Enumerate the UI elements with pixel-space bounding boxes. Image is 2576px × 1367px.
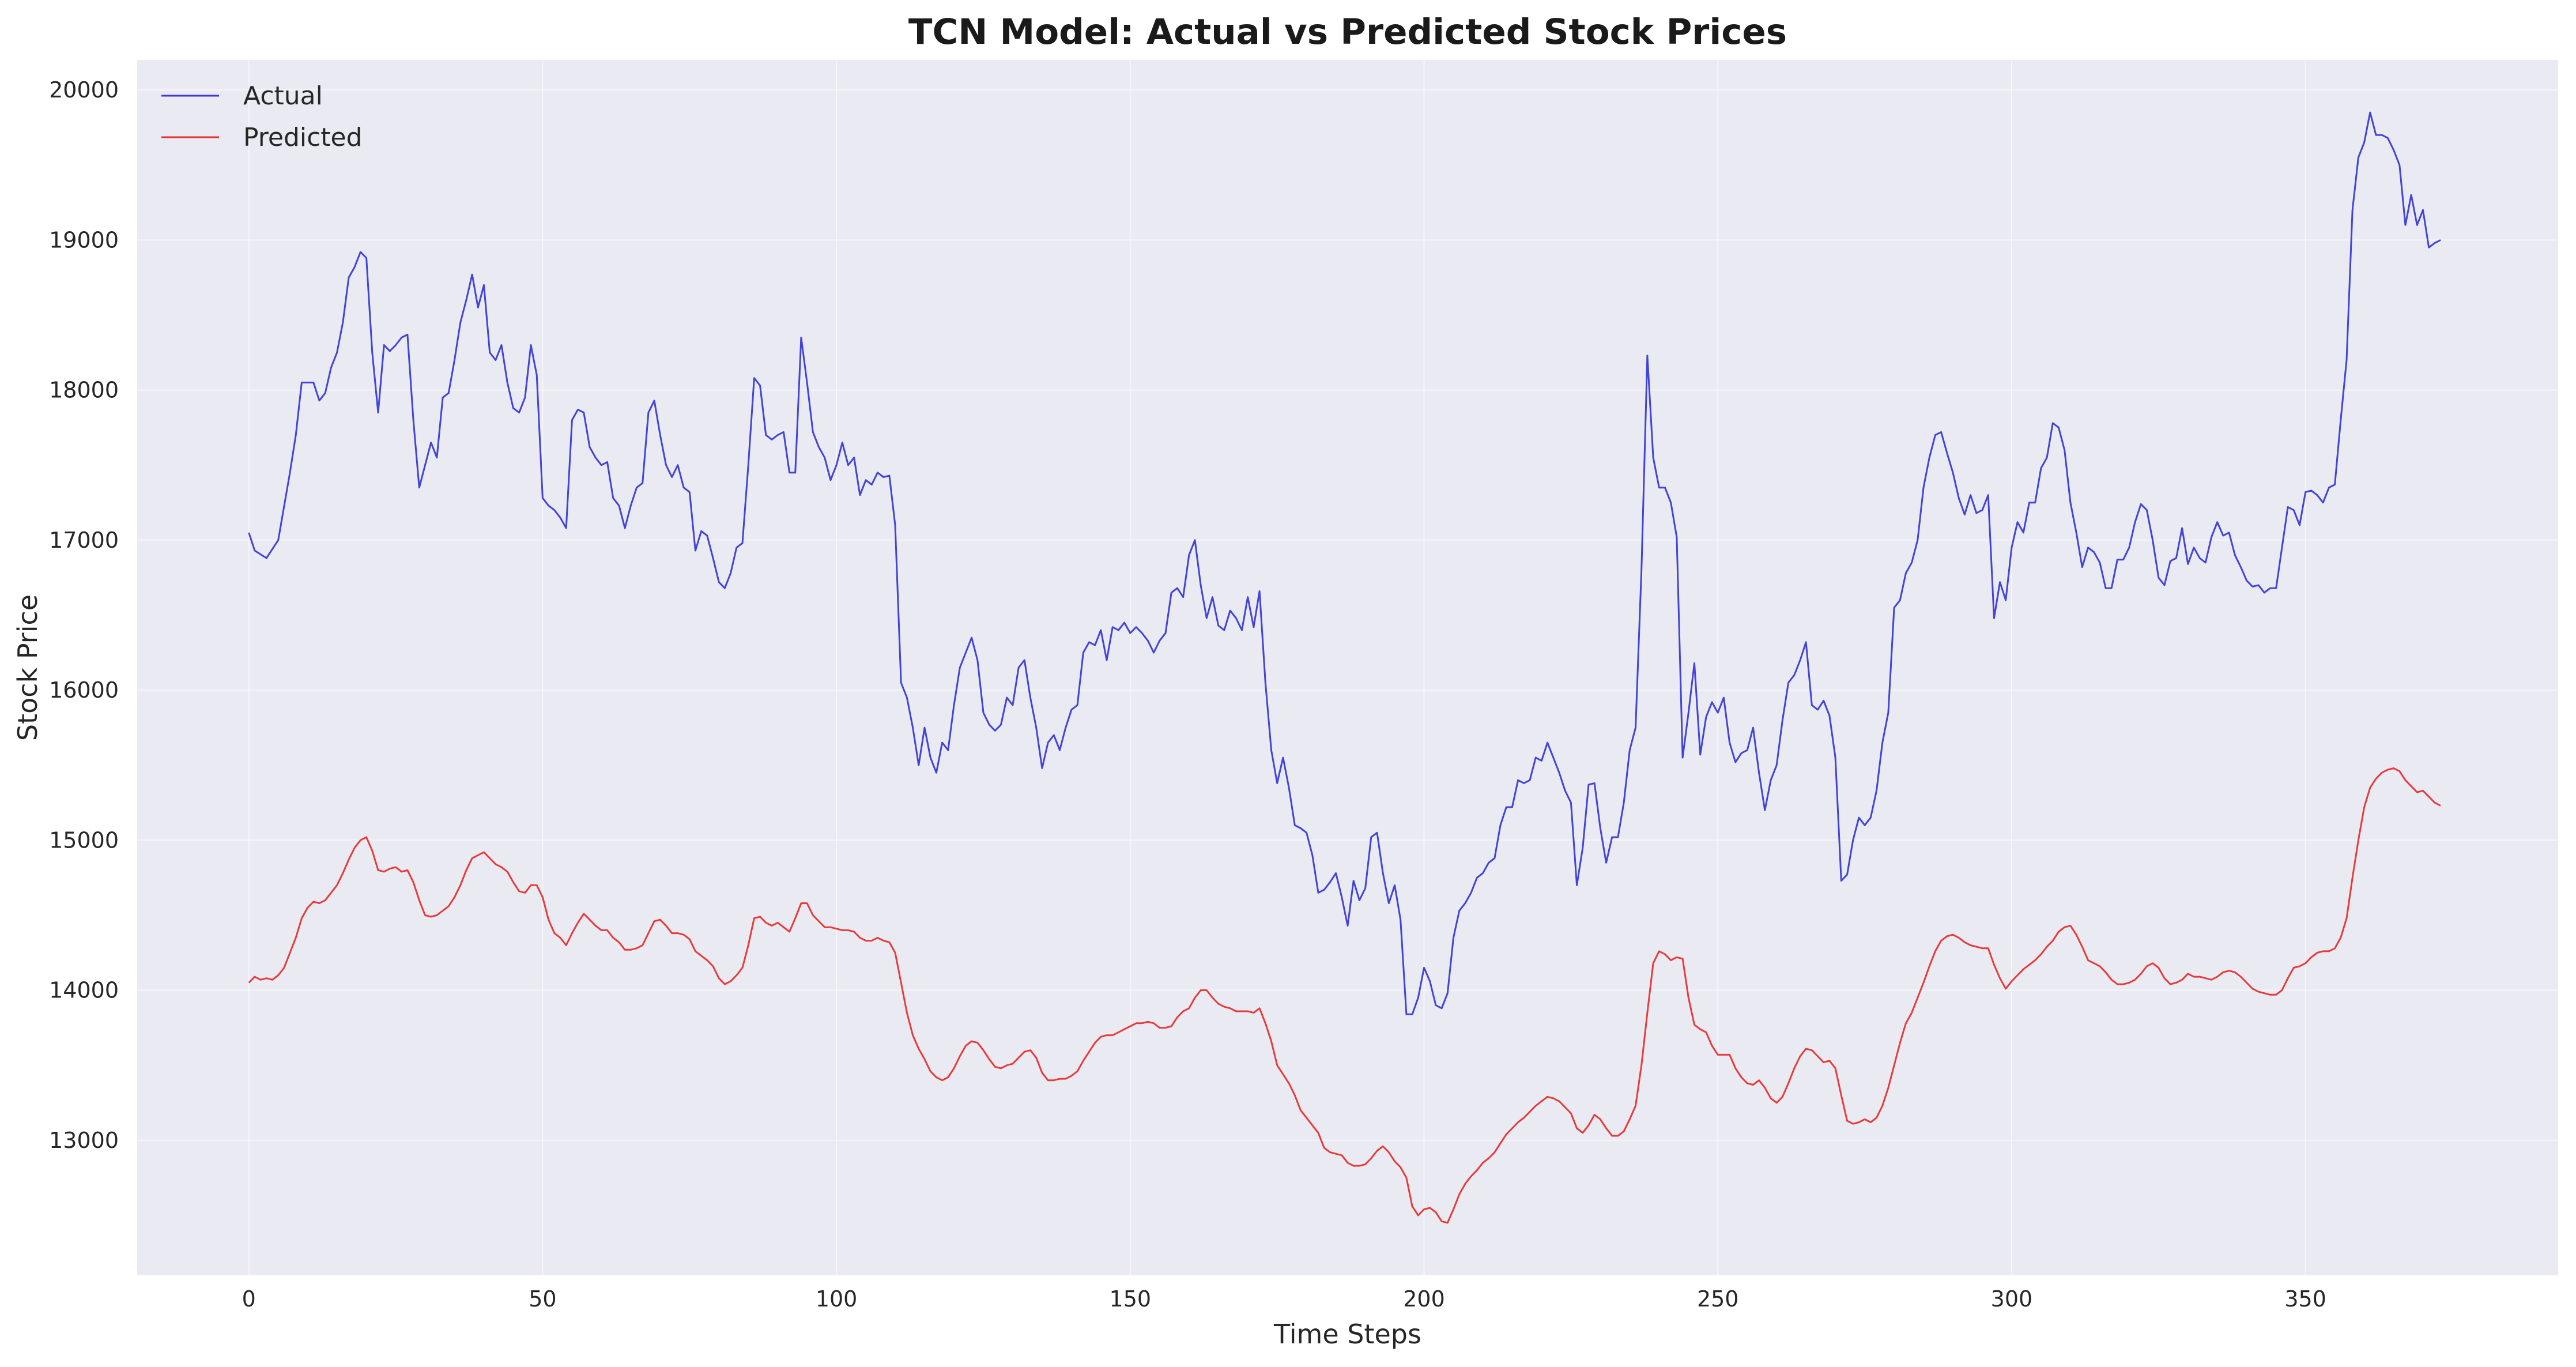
grid-lines — [137, 60, 2558, 1275]
x-tick-label: 0 — [242, 1286, 256, 1312]
x-axis-ticks: 0 50 100 150 200 250 300 350 — [242, 1286, 2326, 1312]
legend-label-predicted: Predicted — [243, 123, 363, 152]
x-axis-label: Time Steps — [1273, 1319, 1421, 1350]
series-line-predicted — [248, 767, 2441, 1224]
x-tick-label: 150 — [1110, 1286, 1152, 1312]
y-tick-label: 19000 — [49, 227, 119, 253]
chart-title: TCN Model: Actual vs Predicted Stock Pri… — [908, 12, 1787, 52]
legend: Actual Predicted — [161, 81, 363, 152]
y-tick-label: 16000 — [49, 677, 119, 703]
x-tick-label: 50 — [529, 1286, 556, 1312]
series-line-actual — [248, 111, 2441, 1015]
plot-background — [137, 60, 2558, 1275]
y-tick-label: 13000 — [49, 1128, 119, 1153]
y-tick-label: 20000 — [49, 77, 119, 103]
x-tick-label: 100 — [816, 1286, 858, 1312]
y-tick-label: 14000 — [49, 978, 119, 1003]
y-tick-label: 17000 — [49, 528, 119, 553]
y-tick-label: 15000 — [49, 827, 119, 853]
x-tick-label: 300 — [1991, 1286, 2033, 1312]
legend-label-actual: Actual — [243, 81, 323, 111]
y-axis-ticks: 13000 14000 15000 16000 17000 18000 19000 20000 — [49, 77, 119, 1153]
series-layer — [248, 111, 2441, 1224]
y-axis-label: Stock Price — [12, 594, 43, 741]
x-tick-label: 350 — [2284, 1286, 2326, 1312]
y-tick-label: 18000 — [49, 378, 119, 403]
x-tick-label: 200 — [1403, 1286, 1445, 1312]
x-tick-label: 250 — [1697, 1286, 1739, 1312]
